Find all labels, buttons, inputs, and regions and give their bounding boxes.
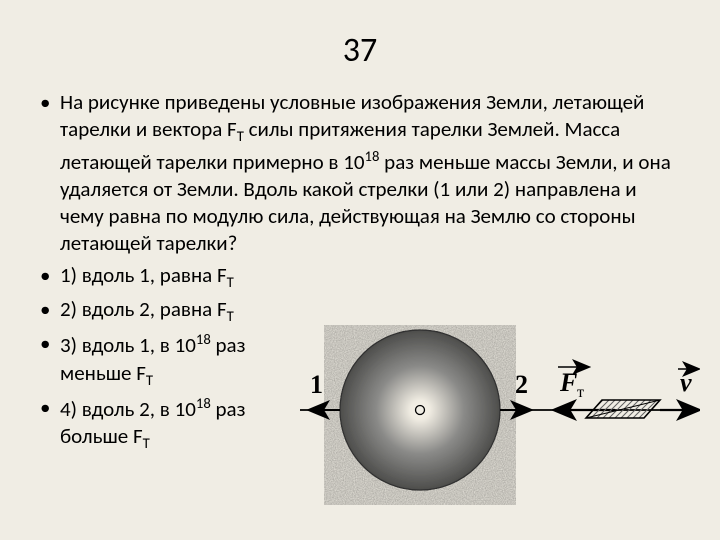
option-1: 1) вдоль 1, равна FТ xyxy=(40,262,310,292)
svg-text:F: F xyxy=(559,368,577,397)
question-text: На рисунке приведены условные изображени… xyxy=(40,89,680,258)
label-1: 1 xyxy=(310,370,323,399)
saucer-icon xyxy=(586,400,660,418)
physics-diagram: 1 2 F т v xyxy=(300,325,700,505)
label-2: 2 xyxy=(515,370,528,399)
earth-center-dot xyxy=(416,406,425,415)
svg-text:т: т xyxy=(577,384,584,401)
force-label: F т xyxy=(558,367,588,401)
slide-title: 37 xyxy=(40,30,680,71)
svg-text:v: v xyxy=(680,368,692,397)
slide: 37 На рисунке приведены условные изображ… xyxy=(0,0,720,540)
option-4: 4) вдоль 2, в 1018 раз больше FТ xyxy=(40,394,310,454)
option-2: 2) вдоль 2, равна FТ xyxy=(40,296,310,326)
velocity-label: v xyxy=(678,368,698,397)
diagram-svg: 1 2 F т v xyxy=(300,325,700,505)
option-3: 3) вдоль 1, в 1018 раз меньше FТ xyxy=(40,330,310,390)
